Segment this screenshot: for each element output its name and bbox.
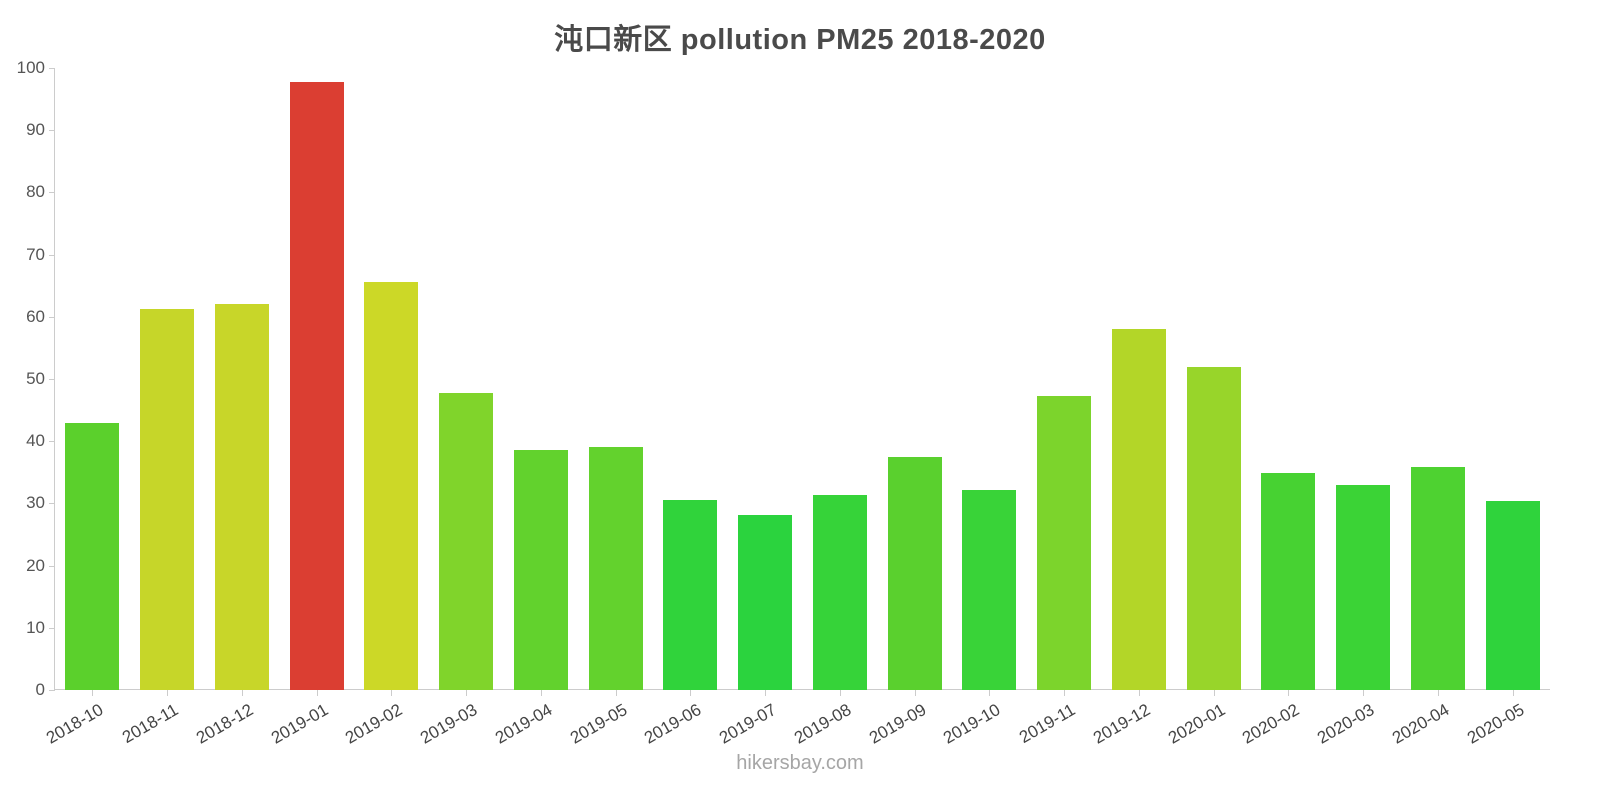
x-tick-mark: [167, 690, 169, 696]
bar-2019-07[interactable]: [738, 514, 793, 690]
y-tick-mark: [49, 690, 55, 691]
bar-2019-11[interactable]: [1037, 396, 1092, 690]
bar-2019-12[interactable]: [1111, 329, 1166, 690]
y-tick-mark: [49, 316, 55, 318]
bar-2020-04[interactable]: [1410, 466, 1465, 690]
x-tick-mark: [1363, 690, 1365, 696]
y-tick-label: 40: [26, 431, 45, 451]
chart-title: 沌口新区 pollution PM25 2018-2020: [554, 24, 1046, 56]
watermark: hikersbay.com: [736, 752, 864, 774]
x-tick-mark: [615, 690, 617, 696]
x-tick-mark: [540, 690, 542, 696]
y-tick-label: 80: [26, 182, 45, 202]
bar-2020-01[interactable]: [1186, 366, 1241, 690]
y-tick-label: 30: [26, 493, 45, 513]
x-tick-mark: [914, 690, 916, 696]
y-tick-label: 60: [26, 306, 45, 326]
y-tick-label: 70: [26, 244, 45, 264]
bar-2020-05[interactable]: [1485, 500, 1540, 690]
x-tick-mark: [1288, 690, 1290, 696]
y-tick-mark: [49, 130, 55, 132]
bar-2019-04[interactable]: [513, 449, 568, 690]
y-tick-label: 20: [26, 555, 45, 575]
y-tick-label: 100: [16, 58, 45, 77]
x-tick-mark: [1064, 690, 1066, 696]
y-tick-label: 10: [26, 617, 45, 637]
bar-2020-03[interactable]: [1336, 485, 1391, 690]
y-tick-label: 50: [26, 369, 45, 388]
y-tick-mark: [49, 68, 55, 69]
x-tick-mark: [466, 690, 468, 696]
bar-2020-02[interactable]: [1261, 472, 1316, 690]
y-tick-mark: [49, 627, 55, 629]
x-tick-mark: [316, 690, 318, 696]
x-tick-mark: [1138, 690, 1140, 696]
x-tick-mark: [1512, 690, 1514, 696]
y-tick-mark: [49, 379, 55, 380]
bar-2019-03[interactable]: [439, 392, 494, 690]
y-tick-label: 0: [35, 680, 45, 699]
bar-2019-06[interactable]: [663, 499, 718, 690]
y-tick-label: 90: [26, 120, 45, 140]
x-axis: [54, 689, 1550, 690]
y-tick-mark: [49, 565, 55, 567]
x-tick-mark: [690, 690, 692, 696]
bar-2018-11[interactable]: [140, 309, 195, 690]
x-tick-mark: [1437, 690, 1439, 696]
y-tick-mark: [49, 503, 55, 505]
x-tick-mark: [391, 690, 393, 696]
x-tick-mark: [989, 690, 991, 696]
x-tick-mark: [241, 690, 243, 696]
bar-2019-01[interactable]: [289, 81, 344, 690]
plot-area: 0 10 20 30 40 50 60 70 80 90 100 2018-10 2018-11 201…: [17, 58, 1550, 748]
bar-2019-09[interactable]: [887, 457, 942, 690]
x-tick-mark: [765, 690, 767, 696]
bar-2019-10[interactable]: [962, 489, 1017, 690]
y-tick-mark: [49, 254, 55, 256]
y-tick-mark: [49, 441, 55, 443]
bar-2018-12[interactable]: [214, 303, 269, 690]
x-tick-mark: [839, 690, 841, 696]
y-tick-mark: [49, 192, 55, 194]
bar-2019-02[interactable]: [364, 281, 419, 690]
bar-2018-10[interactable]: [65, 422, 120, 690]
bar-2019-05[interactable]: [588, 447, 643, 690]
x-tick-mark: [1213, 690, 1215, 696]
x-tick-mark: [92, 690, 94, 696]
bar-2019-08[interactable]: [812, 494, 867, 690]
